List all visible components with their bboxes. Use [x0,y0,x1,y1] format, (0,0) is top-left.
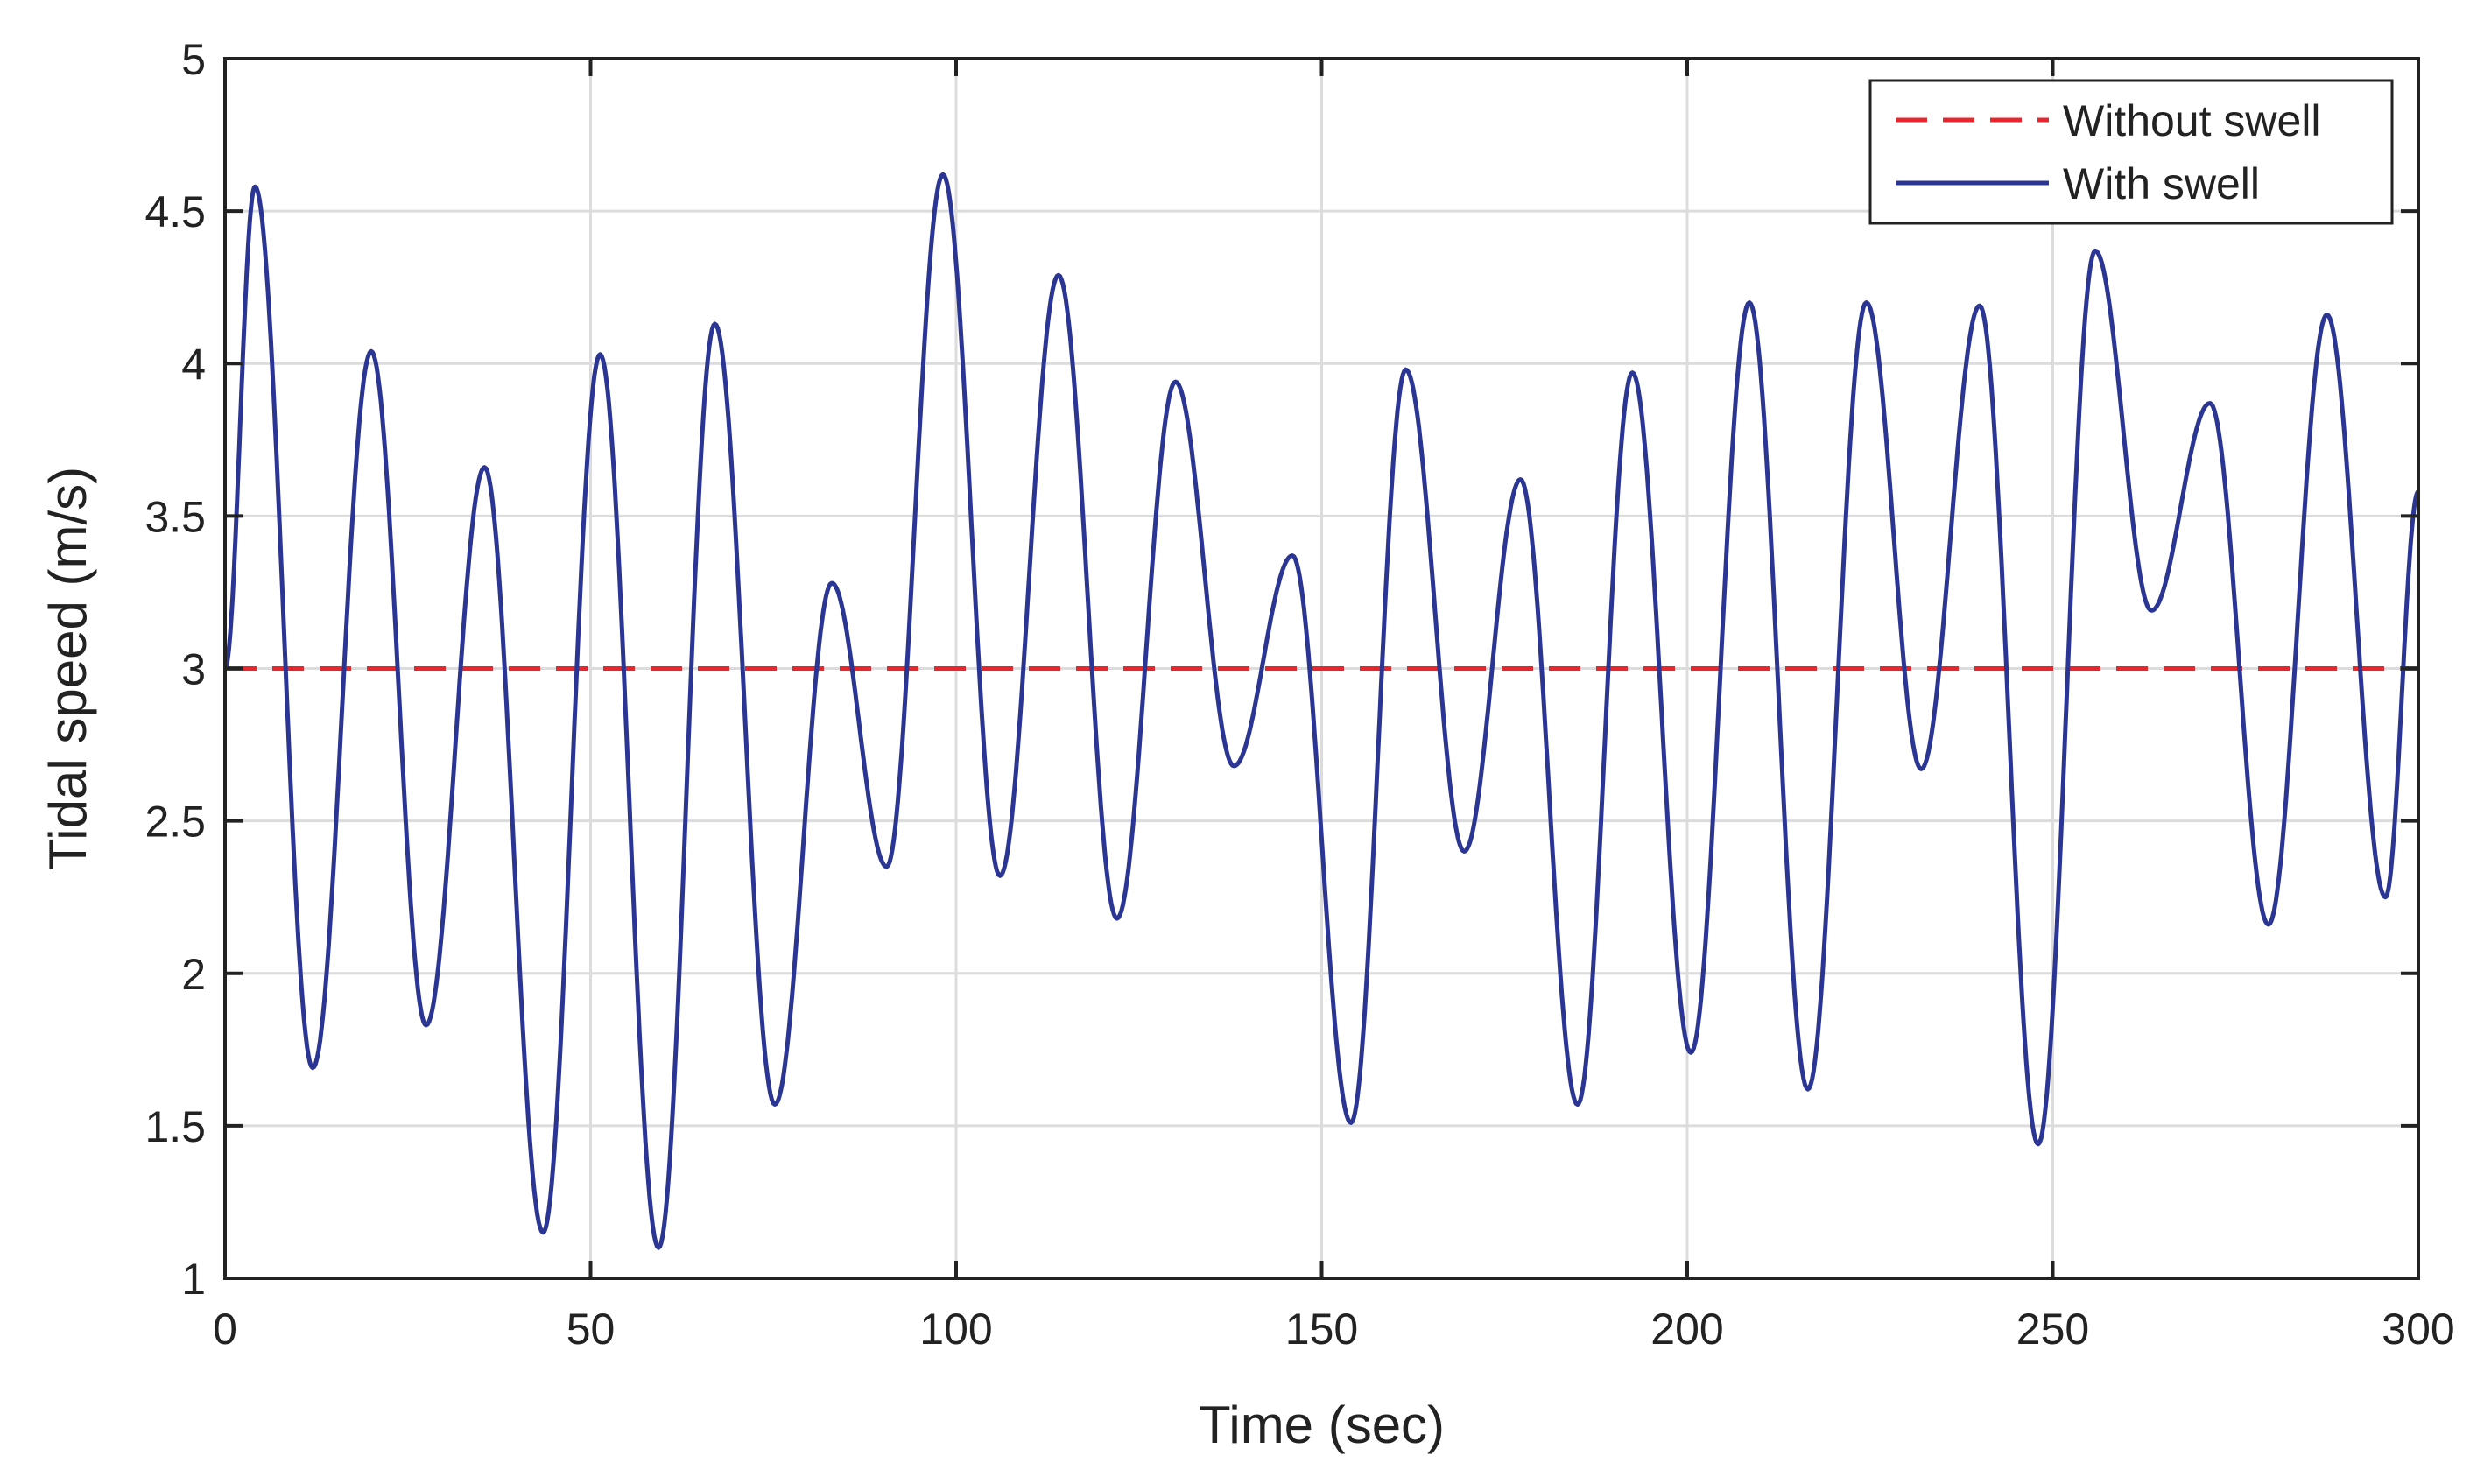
legend-label-with-swell: With swell [2063,159,2260,208]
y-tick-label: 2.5 [144,798,206,847]
x-tick-label: 300 [2382,1305,2454,1354]
legend: Without swell With swell [1868,79,2394,225]
y-tick-label: 3.5 [144,492,206,541]
x-tick-label: 0 [213,1305,237,1354]
series-layer [223,172,2420,1250]
legend-box [1868,79,2394,225]
y-axis-title: Tidal speed (m/s) [39,467,97,870]
y-tick-label: 4 [181,340,206,389]
x-tick-label: 100 [919,1305,992,1354]
y-tick-label: 1.5 [144,1102,206,1151]
axis-ticks: 0 50 100 150 200 250 300 1 1.5 2 2.5 3 3.5 4 4.5 5 [144,35,2454,1354]
series-with-swell [223,172,2420,1250]
y-tick-label: 5 [181,35,206,84]
x-tick-label: 200 [1650,1305,1723,1354]
x-tick-label: 50 [566,1305,616,1354]
y-tick-label: 1 [181,1255,206,1304]
y-tick-label: 4.5 [144,187,206,236]
y-tick-label: 2 [181,950,206,999]
x-tick-label: 250 [2016,1305,2089,1354]
x-axis-title: Time (sec) [1199,1396,1445,1454]
legend-label-without-swell: Without swell [2063,96,2321,145]
x-tick-label: 150 [1285,1305,1358,1354]
y-tick-label: 3 [181,645,206,694]
